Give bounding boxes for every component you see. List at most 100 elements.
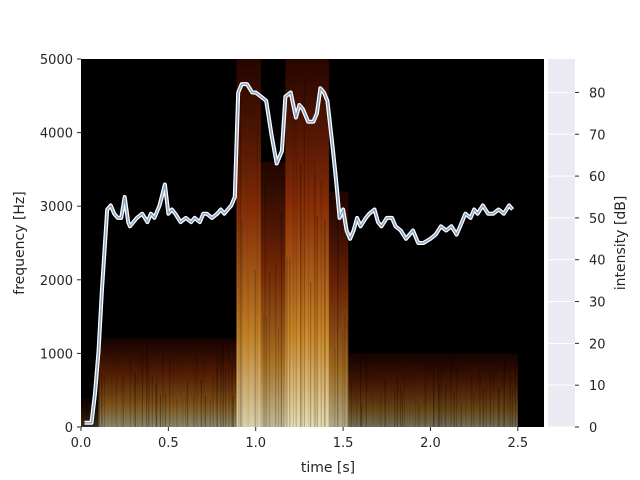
spectrogram-striation: [256, 125, 258, 427]
spectrogram-striation: [120, 371, 122, 427]
intensity-axis-background: [548, 59, 575, 427]
spectrogram-striation: [476, 379, 477, 427]
spectrogram-striation: [308, 134, 310, 427]
spectrogram-striation: [303, 79, 306, 427]
spectrogram-striation: [84, 409, 86, 427]
spectrogram-striation: [430, 365, 431, 427]
spectrogram-striation: [437, 369, 440, 427]
y-tick-label: 0: [65, 421, 73, 436]
spectrogram-striation: [146, 343, 148, 427]
y2-tick-label: 30: [589, 296, 606, 311]
spectrogram-striation: [224, 369, 227, 427]
spectrogram-striation: [331, 284, 332, 427]
spectrogram-striation: [403, 373, 405, 427]
spectrogram-striation: [97, 408, 99, 427]
spectrogram-striation: [448, 378, 450, 427]
spectrogram-striation: [115, 378, 117, 427]
spectrogram-striation: [82, 406, 84, 427]
spectrogram-striation: [272, 342, 273, 427]
spectrogram-striation: [94, 404, 96, 427]
spectrogram-striation: [492, 358, 494, 427]
spectrogram-striation: [380, 391, 383, 427]
spectrogram-striation: [148, 380, 150, 427]
spectrogram-striation: [101, 373, 103, 427]
spectrogram-striation: [422, 388, 423, 427]
spectrogram-striation: [511, 389, 513, 427]
y-axis-label: frequency [Hz]: [12, 191, 28, 294]
spectrogram-striation: [444, 387, 446, 427]
spectrogram-striation: [235, 360, 237, 427]
spectrogram-striation: [384, 377, 386, 427]
spectrogram-striation: [169, 356, 171, 427]
spectrogram-striation: [194, 370, 196, 427]
y2-axis: 0 10 20 30 40 50 60 70 80: [575, 86, 606, 436]
spectrogram-striation: [386, 387, 387, 427]
spectrogram-striation: [350, 379, 353, 427]
y2-tick-label: 50: [589, 212, 606, 227]
spectrogram-striation: [456, 367, 458, 427]
spectrogram-striation: [206, 396, 208, 427]
spectrogram-striation: [388, 397, 390, 427]
spectrogram-segment: [260, 162, 286, 427]
spectrogram-striation: [340, 267, 341, 427]
spectrogram-striation: [129, 358, 131, 427]
spectrogram-striation: [268, 272, 271, 427]
spectrogram-striation: [314, 173, 316, 427]
spectrogram-striation: [141, 353, 144, 427]
spectrogram-striation: [241, 221, 243, 427]
spectrogram-striation: [440, 363, 443, 427]
y-tick-label: 5000: [40, 53, 73, 68]
spectrogram-striation: [156, 378, 158, 427]
spectrogram-striation: [262, 314, 265, 427]
spectrogram-striation: [86, 400, 88, 427]
spectrogram-striation: [139, 354, 141, 427]
spectrogram-striation: [310, 282, 312, 427]
spectrogram-striation: [295, 262, 298, 427]
spectrogram-striation: [328, 78, 330, 427]
spectrogram-striation: [200, 379, 202, 427]
spectrogram-striation: [98, 342, 100, 427]
spectrogram-striation: [127, 395, 128, 427]
spectrogram-striation: [313, 159, 315, 427]
spectrogram-striation: [417, 401, 419, 427]
spectrogram-striation: [275, 262, 277, 427]
spectrogram-striation: [133, 380, 135, 427]
spectrogram-striation: [485, 369, 486, 427]
spectrogram-striation: [479, 368, 481, 427]
spectrogram-striation: [172, 346, 175, 427]
spectrogram-striation: [507, 394, 509, 427]
spectrogram-segment: [348, 353, 518, 427]
spectrogram-striation: [250, 235, 251, 427]
spectrogram-striation: [254, 269, 256, 427]
spectrogram-striation: [185, 396, 187, 427]
spectrogram-striation: [359, 355, 362, 427]
spectrogram-segment: [285, 59, 330, 427]
spectrogram-striation: [286, 256, 288, 427]
x-axis: 0.0 0.5 1.0 1.5 2.0 2.5: [71, 427, 528, 451]
spectrogram-striation: [396, 378, 399, 427]
spectrogram-image: [81, 59, 518, 427]
x-tick-label: 1.5: [333, 436, 354, 451]
spectrogram-striation: [409, 383, 411, 427]
y-axis: 0 1000 2000 3000 4000 5000: [40, 53, 81, 436]
spectrogram-striation: [279, 275, 280, 427]
spectrogram-striation: [266, 317, 268, 427]
spectrogram-striation: [209, 398, 211, 427]
y2-tick-label: 20: [589, 337, 606, 352]
spectrogram-striation: [344, 316, 346, 427]
spectrogram-striation: [502, 404, 504, 427]
spectrogram-striation: [240, 89, 242, 427]
y2-tick-label: 80: [589, 86, 606, 101]
spectrogram-striation: [375, 374, 377, 427]
spectrogram-striation: [342, 330, 344, 427]
spectrogram-striation: [482, 389, 484, 427]
spectrogram-striation: [277, 328, 280, 427]
spectrogram-striation: [509, 376, 511, 427]
spectrogram-striation: [122, 375, 124, 427]
spectrogram-striation: [159, 394, 162, 427]
spectrogram-striation: [450, 354, 452, 427]
spectrogram-striation: [180, 348, 183, 427]
y2-tick-label: 0: [589, 421, 597, 436]
spectrogram-striation: [125, 392, 127, 427]
